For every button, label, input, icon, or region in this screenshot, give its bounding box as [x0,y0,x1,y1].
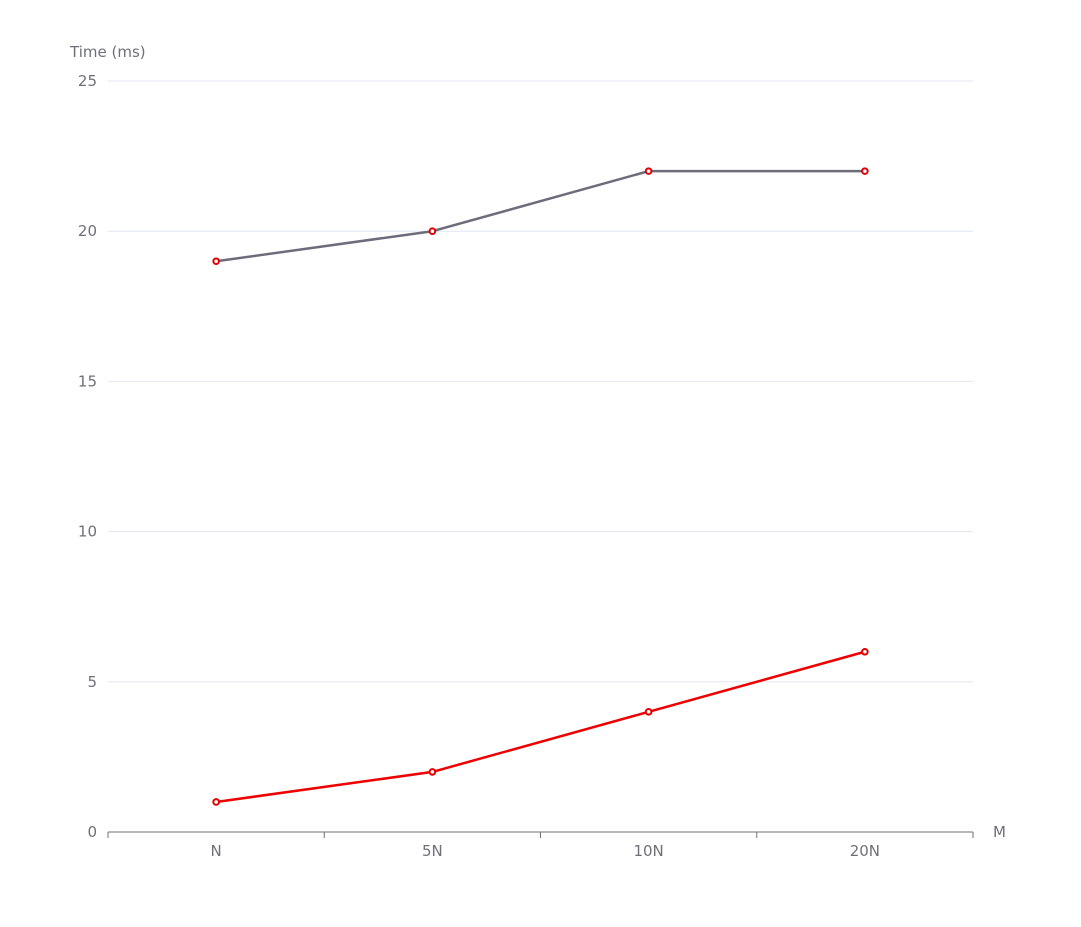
x-axis-title: M [993,823,1006,841]
y-tick-label: 15 [78,372,97,390]
y-tick-label: 5 [87,673,97,691]
x-tick-label: 5N [422,842,443,860]
y-tick-label: 20 [78,222,97,240]
y-tick-label: 10 [78,523,97,541]
y-axis-title: Time (ms) [69,43,146,61]
grid-lines [108,80,973,683]
data-point [644,167,653,175]
data-point [861,167,869,175]
series-line [214,169,867,263]
series-2 [212,647,869,806]
y-tick-label: 25 [78,72,97,90]
x-tick-label: N [211,842,222,860]
axes: 0 5 10 15 20 25 N 5N 10N 20N [78,72,974,860]
series-1 [212,167,869,266]
data-point [428,768,437,776]
y-tick-label: 0 [87,823,97,841]
x-tick-label: 10N [633,842,663,860]
data-point [212,257,220,266]
data-point [861,647,869,656]
series [212,167,869,806]
x-tick-label: 20N [850,842,880,860]
data-point [644,708,653,716]
data-point [428,227,437,235]
series-line [214,650,867,804]
data-point [212,798,220,806]
